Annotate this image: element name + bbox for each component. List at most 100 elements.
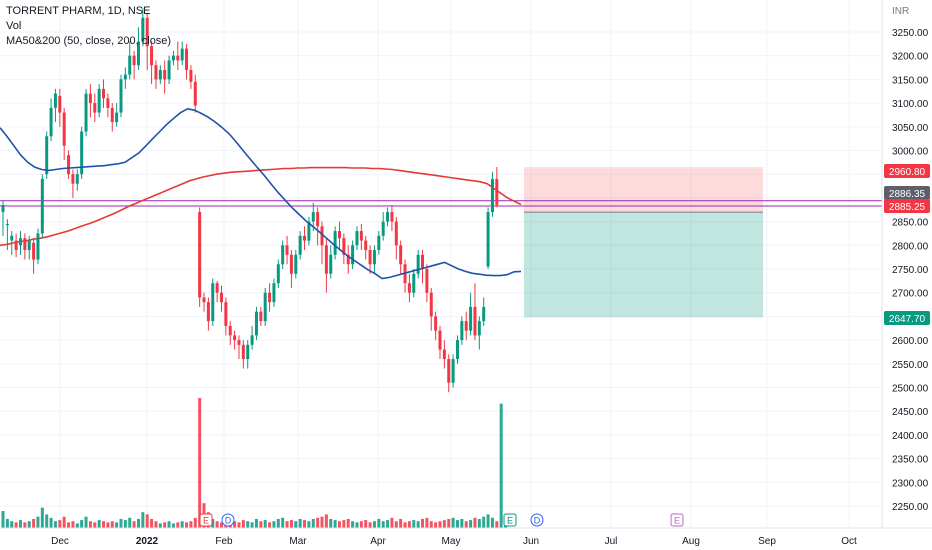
volume-bar [438, 521, 442, 528]
candle-body [390, 212, 394, 222]
volume-bar [495, 521, 499, 528]
price-tick-label: 3150.00 [892, 75, 929, 86]
price-tick-label: 2600.00 [892, 336, 929, 347]
candle-body [263, 292, 267, 322]
candle-body [176, 55, 180, 61]
volume-bar [473, 517, 477, 528]
volume-bar [27, 521, 31, 528]
volume-bar [246, 521, 250, 528]
candle-body [473, 306, 477, 336]
candle-body [477, 321, 481, 336]
price-label-box [884, 186, 930, 200]
volume-bar [281, 517, 285, 528]
volume-bar [311, 518, 315, 528]
volume-bar [241, 520, 245, 528]
candle-body [324, 245, 328, 274]
volume-bar [80, 520, 84, 528]
currency-label: INR [892, 6, 909, 17]
candle-body [377, 235, 381, 251]
volume-bar [268, 522, 272, 528]
volume-bar [211, 518, 215, 528]
candle-body [469, 306, 473, 331]
candle-body [237, 340, 241, 345]
volume-bar [62, 516, 66, 528]
candle-body [150, 46, 154, 66]
volume-bar [141, 512, 145, 528]
price-labels: 2960.80 2886.35 2885.25 2647.70 [884, 164, 930, 325]
candle-body [180, 48, 184, 61]
volume-bar [316, 517, 320, 528]
price-tick-label: 2550.00 [892, 360, 929, 371]
price-tick-label: 2450.00 [892, 407, 929, 418]
price-tick-label: 3250.00 [892, 28, 929, 39]
volume-bar [442, 520, 446, 528]
volume-bar [36, 516, 40, 528]
candle-body [294, 254, 298, 274]
volume-bar [486, 514, 490, 528]
candle-body [407, 283, 411, 293]
volume-bar [123, 520, 127, 528]
event-marker-label: D [534, 516, 541, 526]
price-label-box [884, 311, 930, 325]
volume-bar [176, 522, 180, 528]
volume-bar [49, 517, 53, 528]
volume-bar [451, 517, 455, 528]
legend-volume: Vol [6, 20, 22, 32]
volume-bar [198, 398, 202, 528]
volume-bar [45, 514, 49, 528]
price-tick-label: 2300.00 [892, 478, 929, 489]
candle-body [84, 93, 88, 132]
candle-body [145, 17, 149, 47]
volume-bar [150, 518, 154, 528]
volume-bar [32, 518, 36, 528]
candle-body [5, 223, 9, 225]
volume-bar [342, 520, 346, 528]
candle-body [412, 273, 416, 293]
time-tick-label: Mar [289, 536, 307, 547]
candle-body [215, 283, 219, 293]
candle-body [268, 292, 272, 303]
candle-body [372, 250, 376, 265]
price-tick-label: 2500.00 [892, 384, 929, 395]
candle-body [434, 316, 438, 331]
volume-bar [359, 521, 363, 528]
time-tick-label: Aug [682, 536, 700, 547]
volume-bar [97, 520, 101, 528]
volume-bar [394, 521, 398, 528]
candle-body [158, 69, 162, 80]
price-axis: INR 3250.00 3200.00 3150.00 3100.00 3050.00 30… [892, 6, 929, 513]
volume-bar [102, 521, 106, 528]
candle-body [394, 221, 398, 246]
event-marker-label: E [203, 516, 209, 526]
candle-body [71, 174, 75, 184]
candle-body [495, 178, 499, 206]
volume-bar [154, 521, 158, 528]
candle-body [171, 55, 175, 61]
volume-bar [346, 518, 350, 528]
candle-body [320, 226, 324, 246]
price-tick-label: 2800.00 [892, 241, 929, 252]
candle-body [316, 212, 320, 227]
candle-body [298, 235, 302, 255]
candle-body [416, 254, 420, 274]
volume-bar [237, 522, 241, 528]
volume-bar [10, 521, 14, 528]
candle-body [303, 235, 307, 241]
candle-body [67, 155, 71, 175]
volume-bar [447, 518, 451, 528]
candle-body [23, 238, 27, 251]
candle-body [333, 231, 337, 255]
candle-body [53, 93, 57, 108]
volume-bar [14, 522, 18, 528]
volume-bar [88, 521, 92, 528]
time-tick-label: 2022 [136, 536, 159, 547]
volume-bar [18, 520, 22, 528]
candle-body [241, 344, 245, 360]
price-label-text: 2960.80 [889, 167, 926, 178]
volume-bar [215, 521, 219, 528]
chart-legend: TORRENT PHARM, 1D, NSE Vol MA50&200 (50,… [6, 4, 171, 49]
candle-body [421, 254, 425, 269]
candle-body [36, 233, 40, 260]
candle-body [250, 335, 254, 345]
